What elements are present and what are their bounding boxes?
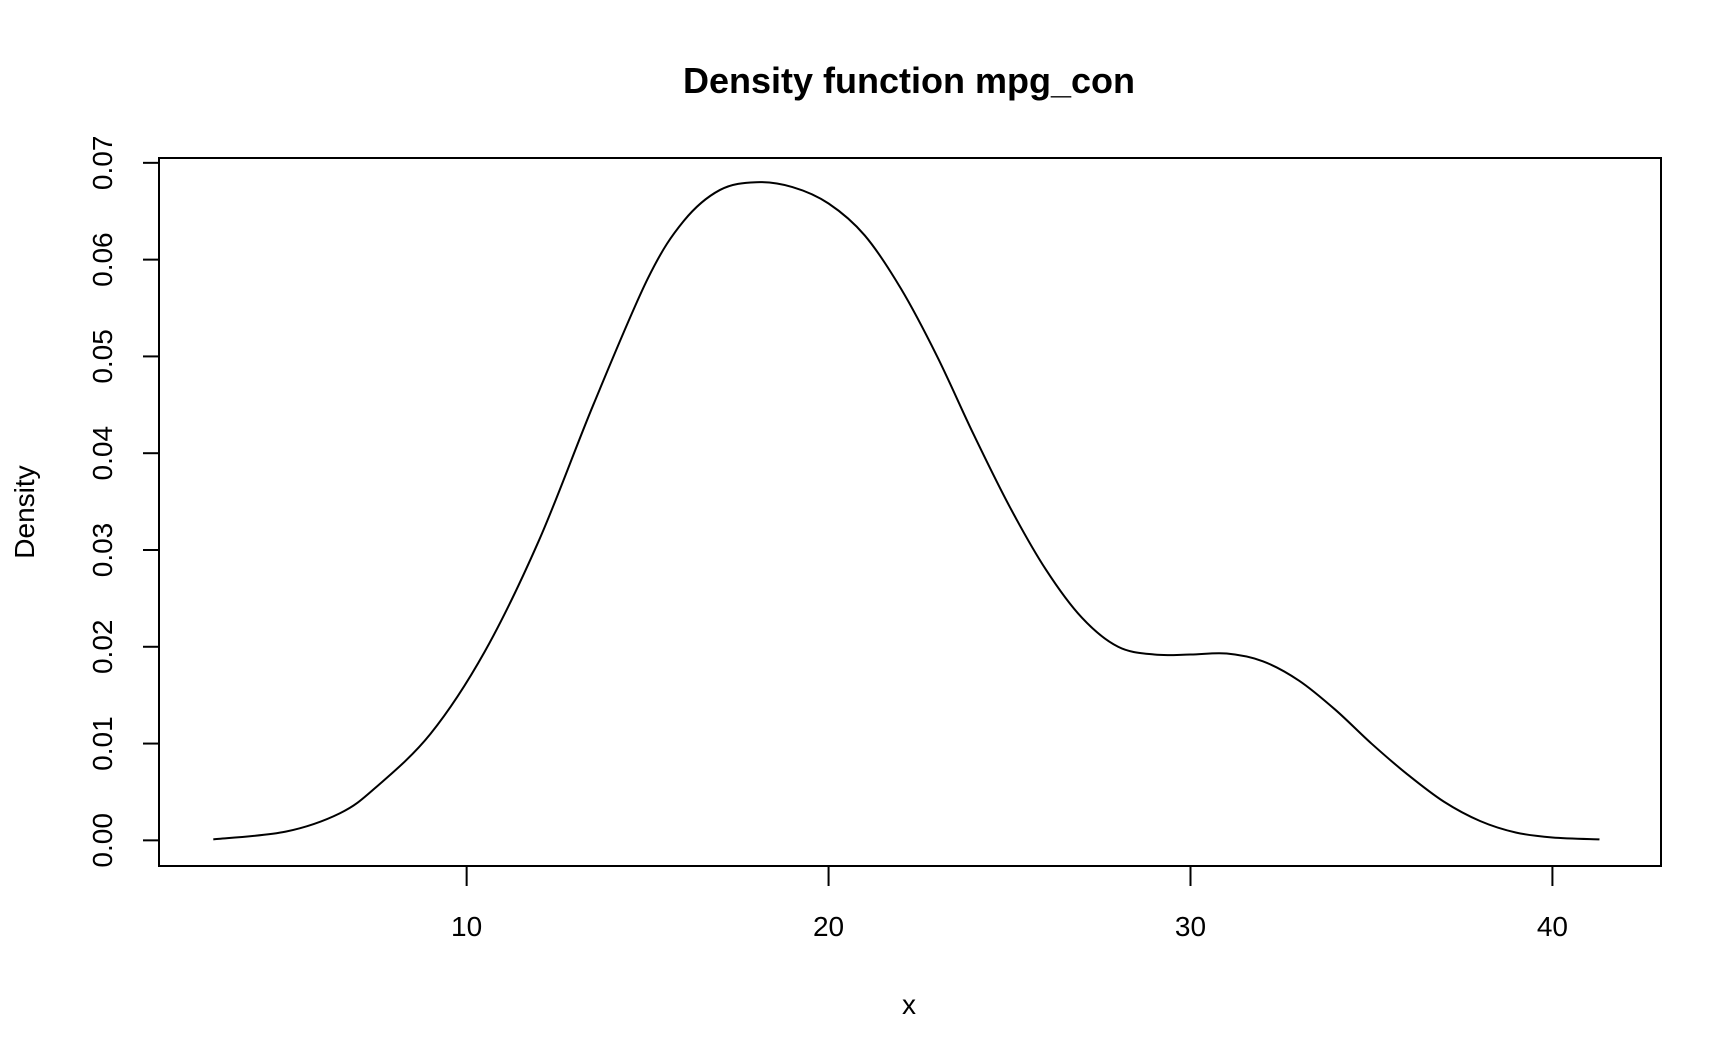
y-tick-label: 0.05 — [87, 329, 118, 384]
x-tick-label: 20 — [813, 911, 844, 942]
x-axis-label: x — [902, 989, 916, 1020]
y-axis: 0.00 0.01 0.02 0.03 0.04 0.05 0.06 0.07 — [87, 136, 159, 868]
chart-title: Density function mpg_con — [683, 60, 1135, 101]
x-axis: 10 20 30 40 — [451, 866, 1568, 942]
density-curve — [213, 181, 1600, 841]
x-tick-label: 30 — [1175, 911, 1206, 942]
y-tick-label: 0.03 — [87, 523, 118, 578]
y-axis-label: Density — [9, 465, 40, 558]
plot-frame — [158, 157, 1662, 867]
y-tick-label: 0.04 — [87, 426, 118, 481]
y-tick-label: 0.06 — [87, 232, 118, 287]
y-tick-label: 0.01 — [87, 716, 118, 771]
y-tick-label: 0.00 — [87, 813, 118, 868]
x-tick-label: 10 — [451, 911, 482, 942]
y-tick-label: 0.07 — [87, 136, 118, 191]
y-tick-label: 0.02 — [87, 620, 118, 675]
x-tick-label: 40 — [1537, 911, 1568, 942]
